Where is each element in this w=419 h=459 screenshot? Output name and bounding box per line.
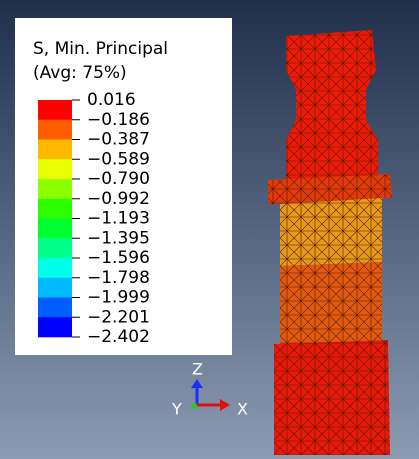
color-band [38, 298, 72, 318]
y-label: Y [171, 400, 182, 419]
color-band [38, 317, 72, 337]
color-band [38, 219, 72, 239]
legend-label: −0.387 [87, 130, 150, 150]
color-band [38, 179, 72, 199]
color-band [38, 238, 72, 258]
legend-label: 0.016 [87, 90, 136, 110]
legend-title: S, Min. Principal [33, 39, 168, 59]
legend-label: −1.596 [87, 248, 150, 268]
color-band [38, 199, 72, 219]
viewport: S, Min. Principal (Avg: 75%) 0.016−0.186… [0, 0, 419, 459]
legend-label: −1.395 [87, 228, 150, 248]
color-band [38, 258, 72, 278]
legend-label: −1.999 [87, 288, 150, 308]
color-band [38, 100, 72, 120]
legend-label: −1.193 [87, 209, 150, 229]
x-label: X [237, 400, 248, 419]
legend-label: −0.186 [87, 110, 150, 130]
legend-label: −1.798 [87, 268, 150, 288]
color-band [38, 140, 72, 160]
color-band [38, 278, 72, 298]
color-band [38, 120, 72, 140]
z-label: Z [192, 360, 203, 379]
legend-subtitle: (Avg: 75%) [33, 63, 127, 83]
legend: 0.016−0.186−0.387−0.589−0.790−0.992−1.19… [38, 90, 150, 347]
legend-label: −2.201 [87, 307, 150, 327]
legend-label: −0.589 [87, 149, 150, 169]
legend-label: −0.992 [87, 189, 150, 209]
legend-label: −0.790 [87, 169, 150, 189]
color-band [38, 159, 72, 179]
legend-label: −2.402 [87, 327, 150, 347]
